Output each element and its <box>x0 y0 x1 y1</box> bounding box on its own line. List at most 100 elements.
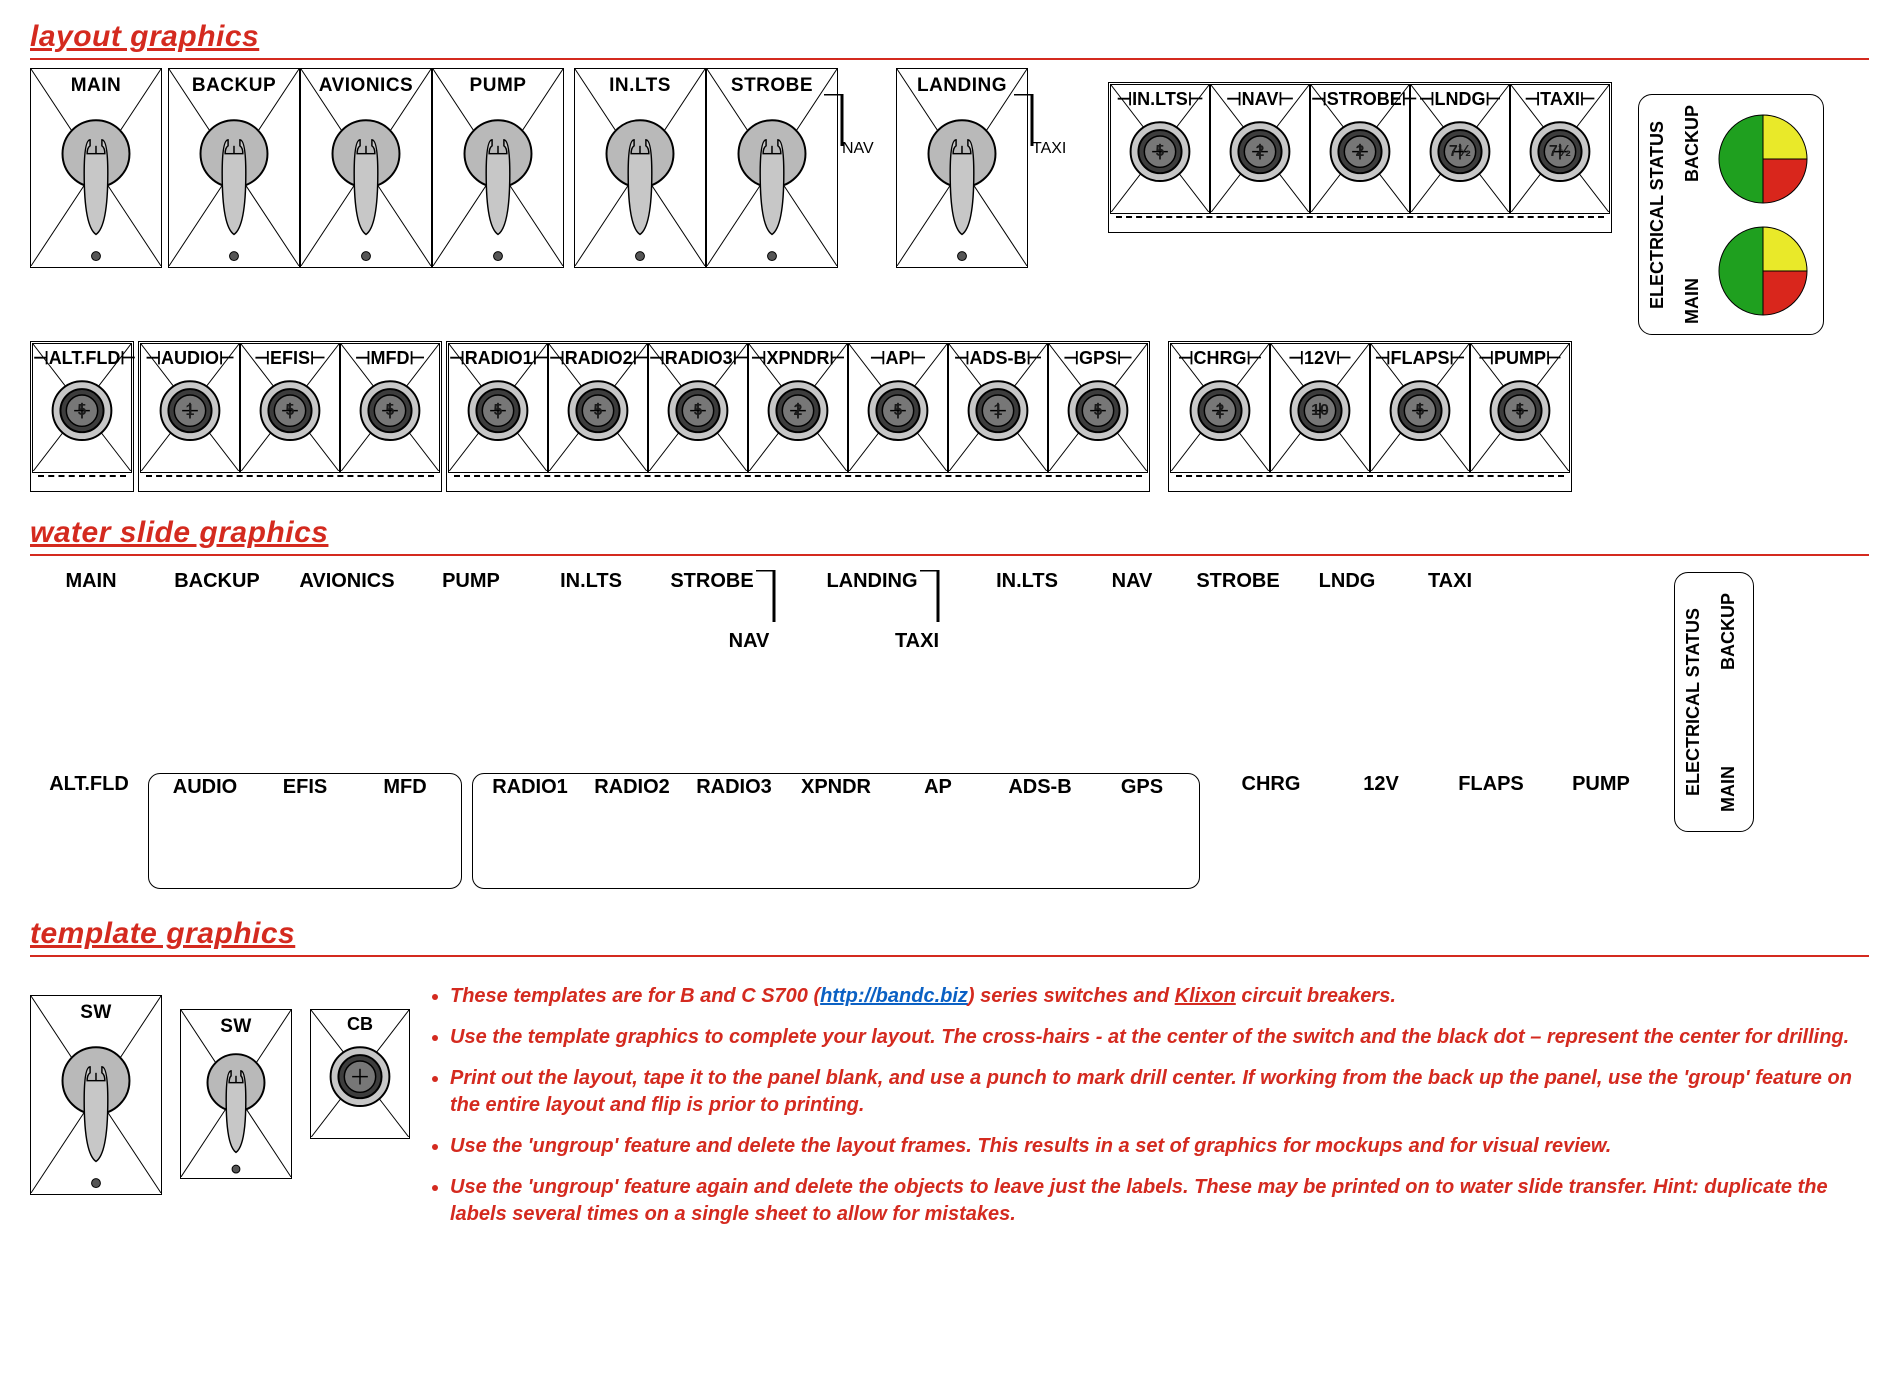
toggle-backup: BACKUP <box>168 68 300 268</box>
ws-label: AP <box>887 776 989 888</box>
breaker-radio2: ⊣RADIO2⊢ 5 <box>548 343 648 473</box>
status-pie-main <box>1717 225 1809 317</box>
status-main-label: MAIN <box>1682 278 1703 324</box>
ws-label: RADIO2 <box>581 776 683 888</box>
ws-label: RADIO1 <box>479 776 581 888</box>
status-main-label: MAIN <box>1718 766 1739 812</box>
breaker-amp: 5 <box>1471 402 1569 420</box>
status-title: ELECTRICAL STATUS <box>1647 121 1668 309</box>
electrical-status-box-outline: ELECTRICAL STATUS BACKUP MAIN <box>1674 572 1754 832</box>
breaker-ap: ⊣AP⊢ 5 <box>848 343 948 473</box>
breaker-lndg: ⊣LNDG⊢ 7½ <box>1410 84 1510 214</box>
breaker-amp: 5 <box>849 402 947 420</box>
ws-label: MFD <box>355 776 455 888</box>
ws-label: NAV <box>1082 570 1182 593</box>
breaker-audio: ⊣AUDIO⊢ 1 <box>140 343 240 473</box>
divider <box>30 58 1869 60</box>
instruction-list: These templates are for B and C S700 (ht… <box>430 973 1869 1242</box>
breaker-ads-b: ⊣ADS-B⊢ 1 <box>948 343 1048 473</box>
ws-label: MAIN <box>30 570 152 593</box>
instruction-item: Use the 'ungroup' feature and delete the… <box>450 1133 1869 1160</box>
ws-label: LNDG <box>1294 570 1400 593</box>
breaker-single-altfld: ⊣ALT.FLD⊢ 5 <box>30 341 134 492</box>
electrical-status-box: ELECTRICAL STATUS BACKUP MAIN <box>1638 94 1824 335</box>
breaker-amp: 5 <box>33 402 131 420</box>
breaker-radio1: ⊣RADIO1⊢ 5 <box>448 343 548 473</box>
ws-label: AUDIO <box>155 776 255 888</box>
breaker-gps: ⊣GPS⊢ 5 <box>1048 343 1148 473</box>
breaker-pump: ⊣PUMP⊢ 5 <box>1470 343 1570 473</box>
ws-label: RADIO3 <box>683 776 785 888</box>
breaker-strobe: ⊣STROBE⊢ 2 <box>1310 84 1410 214</box>
instruction-item: Use the 'ungroup' feature again and dele… <box>450 1174 1869 1228</box>
breaker-group-b: ⊣RADIO1⊢ 5 ⊣RADIO2⊢ 5 ⊣RADIO3⊢ <box>446 341 1150 492</box>
ws-label: EFIS <box>255 776 355 888</box>
breaker-mfd: ⊣MFD⊢ 5 <box>340 343 440 473</box>
ws-label: IN.LTS <box>530 570 652 593</box>
status-pie-backup <box>1717 113 1809 205</box>
breaker-inlts: ⊣IN.LTS⊢ 5 <box>1110 84 1210 214</box>
ws-label: ALT.FLD <box>30 773 148 796</box>
breaker-xpndr: ⊣XPNDR⊢ 2 <box>748 343 848 473</box>
ws-label: XPNDR <box>785 776 887 888</box>
toggle-side-label: TAXI <box>1032 140 1066 158</box>
breaker-nav: ⊣NAV⊢ 2 <box>1210 84 1310 214</box>
breaker-amp: 5 <box>1111 143 1209 161</box>
ws-label: STROBE NAV <box>652 570 802 653</box>
breaker-group-c: ⊣CHRG⊢ 2 ⊣12V⊢ 10 ⊣FLAPS⊢ <box>1168 341 1572 492</box>
section-title-template: template graphics <box>30 917 1869 951</box>
toggle-avionics: AVIONICS <box>300 68 432 268</box>
breaker-amp: 7½ <box>1411 143 1509 161</box>
ws-label: IN.LTS <box>972 570 1082 593</box>
toggle-pump: PUMP <box>432 68 564 268</box>
breaker-amp: 5 <box>341 402 439 420</box>
instruction-item: These templates are for B and C S700 (ht… <box>450 983 1869 1010</box>
instruction-item: Print out the layout, tape it to the pan… <box>450 1065 1869 1119</box>
ws-group-box: RADIO1RADIO2RADIO3XPNDRAPADS-BGPS <box>472 773 1200 889</box>
divider <box>30 955 1869 957</box>
breaker-amp: 5 <box>549 402 647 420</box>
section-title-layout: layout graphics <box>30 20 1869 54</box>
ws-label: PUMP <box>1546 773 1656 796</box>
breaker-amp: 1 <box>949 402 1047 420</box>
instruction-item: Use the template graphics to complete yo… <box>450 1024 1869 1051</box>
breaker-group-lights: ⊣IN.LTS⊢ 5 ⊣NAV⊢ 2 ⊣STROBE⊢ <box>1108 82 1612 233</box>
layout-panel: MAIN BACKUP AVIONICS PUMP IN.LTS STROBE … <box>30 68 1869 335</box>
breaker-12v: ⊣12V⊢ 10 <box>1270 343 1370 473</box>
breaker-efis: ⊣EFIS⊢ 5 <box>240 343 340 473</box>
status-backup-label: BACKUP <box>1718 593 1739 670</box>
ws-label: STROBE <box>1182 570 1294 593</box>
ws-label: BACKUP <box>152 570 282 593</box>
bandc-link[interactable]: http://bandc.biz <box>820 985 968 1007</box>
status-backup-label: BACKUP <box>1682 105 1703 182</box>
ws-label: ADS-B <box>989 776 1091 888</box>
status-title: ELECTRICAL STATUS <box>1683 608 1704 796</box>
breaker-group-a: ⊣AUDIO⊢ 1 ⊣EFIS⊢ 5 ⊣MFD⊢ <box>138 341 442 492</box>
ws-label: CHRG <box>1216 773 1326 796</box>
breaker-amp: 5 <box>1049 402 1147 420</box>
template-toggle-large: SW <box>30 995 162 1195</box>
layout-breaker-row2: ⊣ALT.FLD⊢ 5 ⊣AUDIO⊢ 1 ⊣EFIS⊢ <box>30 341 1869 492</box>
breaker-taxi: ⊣TAXI⊢ 7½ <box>1510 84 1610 214</box>
template-toggle-small: SW <box>180 1009 292 1179</box>
breaker-amp: 5 <box>449 402 547 420</box>
ws-group-box: AUDIOEFISMFD <box>148 773 462 889</box>
breaker-amp: 5 <box>241 402 339 420</box>
toggle-side-label: NAV <box>842 140 874 158</box>
ws-label: TAXI <box>1400 570 1500 593</box>
breaker-chrg: ⊣CHRG⊢ 2 <box>1170 343 1270 473</box>
toggle-strobe: STROBE <box>706 68 838 268</box>
ws-label: AVIONICS <box>282 570 412 593</box>
ws-label: 12V <box>1326 773 1436 796</box>
breaker-flaps: ⊣FLAPS⊢ 5 <box>1370 343 1470 473</box>
ws-label: GPS <box>1091 776 1193 888</box>
breaker-amp: 5 <box>649 402 747 420</box>
breaker-amp: 2 <box>749 402 847 420</box>
toggle-landing: LANDING <box>896 68 1028 268</box>
toggle-inlts: IN.LTS <box>574 68 706 268</box>
breaker-amp: 2 <box>1311 143 1409 161</box>
ws-label: PUMP <box>412 570 530 593</box>
breaker-amp: 2 <box>1171 402 1269 420</box>
breaker-altfld: ⊣ALT.FLD⊢ 5 <box>32 343 132 473</box>
toggle-main: MAIN <box>30 68 162 268</box>
